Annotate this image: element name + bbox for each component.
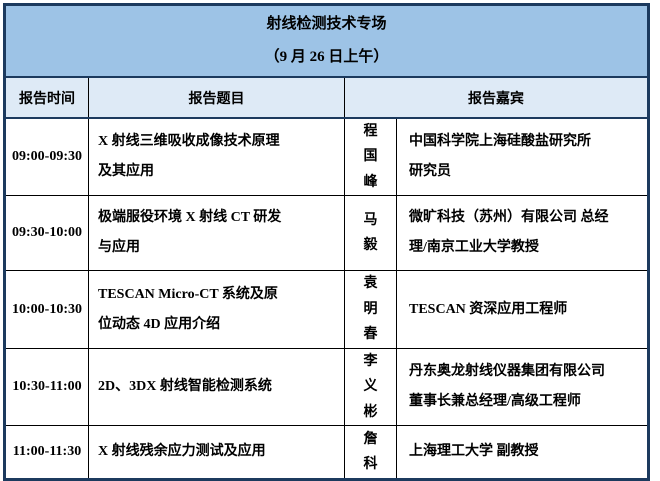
session-date: （9 月 26 日上午） — [264, 49, 389, 65]
speaker-cell: 马毅 — [344, 195, 397, 272]
speaker-name: 袁明春 — [363, 276, 378, 343]
talk-title-cell: TESCAN Micro-CT 系统及原 位动态 4D 应用介绍 — [88, 270, 345, 349]
speaker-cell: 程国峰 — [344, 117, 397, 197]
speaker-cell: 詹科 — [344, 425, 397, 481]
talk-title-cell: 极端服役环境 X 射线 CT 研发 与应用 — [88, 195, 345, 272]
affiliation-cell: 微旷科技（苏州）有限公司 总经 理/南京工业大学教授 — [396, 195, 649, 272]
session-header-row: 射线检测技术专场 （9 月 26 日上午） — [4, 4, 649, 78]
affiliation-cell: 中国科学院上海硅酸盐研究所 研究员 — [396, 117, 649, 197]
column-header-row: 报告时间 报告题目 报告嘉宾 — [4, 76, 649, 119]
table-row: 09:30-10:00 极端服役环境 X 射线 CT 研发 与应用 马毅 微旷科… — [4, 195, 649, 272]
talk-title-cell: X 射线三维吸收成像技术原理 及其应用 — [88, 117, 345, 197]
time-cell: 09:00-09:30 — [4, 117, 89, 197]
affiliation-cell: 上海理工大学 副教授 — [396, 425, 649, 481]
time-cell: 09:30-10:00 — [4, 195, 89, 272]
talk-title-cell: 2D、3DX 射线智能检测系统 — [88, 347, 345, 427]
col-header-guest: 报告嘉宾 — [344, 76, 649, 119]
time-cell: 10:30-11:00 — [4, 347, 89, 427]
speaker-cell: 袁明春 — [344, 270, 397, 349]
time-cell: 11:00-11:30 — [4, 425, 89, 481]
session-title-block: 射线检测技术专场 （9 月 26 日上午） — [4, 4, 649, 78]
speaker-name: 程国峰 — [363, 124, 378, 190]
session-schedule-table: 射线检测技术专场 （9 月 26 日上午） 报告时间 报告题目 报告嘉宾 09:… — [3, 3, 650, 481]
talk-title-cell: X 射线残余应力测试及应用 — [88, 425, 345, 481]
table-row: 10:30-11:00 2D、3DX 射线智能检测系统 李义彬 丹东奥龙射线仪器… — [4, 347, 649, 427]
time-cell: 10:00-10:30 — [4, 270, 89, 349]
table-row: 10:00-10:30 TESCAN Micro-CT 系统及原 位动态 4D … — [4, 270, 649, 349]
table-row: 11:00-11:30 X 射线残余应力测试及应用 詹科 上海理工大学 副教授 — [4, 425, 649, 481]
col-header-time: 报告时间 — [4, 76, 89, 119]
affiliation-cell: TESCAN 资深应用工程师 — [396, 270, 649, 349]
speaker-name: 詹科 — [363, 431, 378, 473]
col-header-topic: 报告题目 — [88, 76, 345, 119]
speaker-name: 李义彬 — [363, 353, 378, 420]
speaker-name: 马毅 — [363, 212, 378, 254]
affiliation-cell: 丹东奥龙射线仪器集团有限公司 董事长兼总经理/高级工程师 — [396, 347, 649, 427]
table-row: 09:00-09:30 X 射线三维吸收成像技术原理 及其应用 程国峰 中国科学… — [4, 117, 649, 197]
speaker-cell: 李义彬 — [344, 347, 397, 427]
session-title: 射线检测技术专场 — [266, 16, 387, 32]
